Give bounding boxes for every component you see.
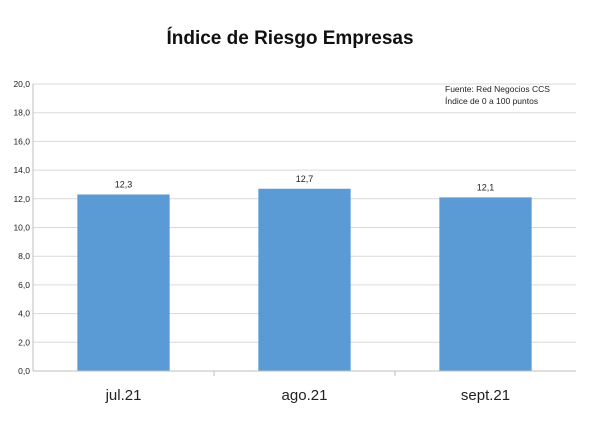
x-tick-label: jul.21 [105,387,142,404]
y-tick-label: 0,0 [18,366,30,376]
data-label: 12,1 [477,182,495,192]
x-tick-label: ago.21 [282,387,328,404]
y-tick-label: 18,0 [13,108,30,118]
data-label: 12,3 [115,179,133,189]
data-labels: 12,3 12,7 12,1 [115,174,495,193]
data-label: 12,7 [296,174,314,184]
bars [77,188,532,371]
y-tick-label: 16,0 [13,136,30,146]
y-tick-label: 14,0 [13,165,30,175]
x-tick-label: sept.21 [461,387,510,404]
y-tick-label: 12,0 [13,194,30,204]
chart-title: Índice de Riesgo Empresas [166,27,413,49]
scale-note: Índice de 0 a 100 puntos [445,96,538,106]
y-tick-label: 8,0 [18,251,30,261]
x-axis-ticks: jul.21 ago.21 sept.21 [105,371,510,404]
bar [258,188,351,371]
y-tick-label: 20,0 [13,79,30,89]
bar [77,194,170,371]
bar [439,197,532,371]
source-note: Fuente: Red Negocios CCS [445,84,550,94]
y-axis-ticks: 0,0 2,0 4,0 6,0 8,0 10,0 12,0 14,0 16,0 18,0 20,0 [13,79,30,376]
y-tick-label: 4,0 [18,309,30,319]
y-tick-label: 10,0 [13,223,30,233]
y-tick-label: 6,0 [18,280,30,290]
y-tick-label: 2,0 [18,337,30,347]
